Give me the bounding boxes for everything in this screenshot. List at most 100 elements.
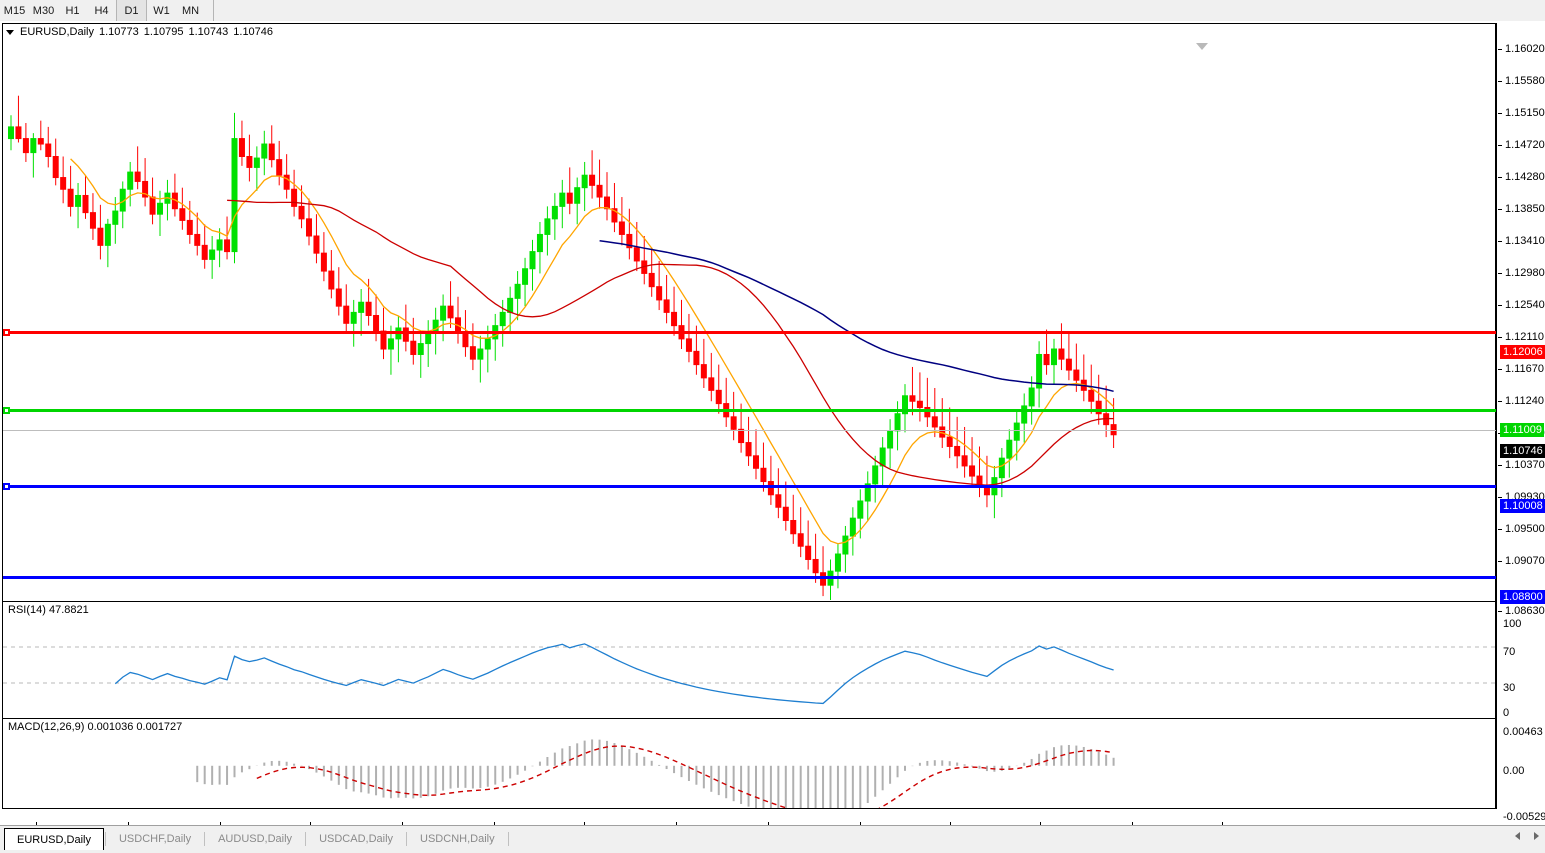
date-axis-tick bbox=[768, 822, 769, 827]
chart-tab-bar: EURUSD,Daily USDCHF,Daily AUDUSD,Daily USDC… bbox=[0, 825, 1545, 853]
candlestick-plot bbox=[8, 95, 1117, 600]
tab-scroll-arrows[interactable] bbox=[1515, 832, 1539, 840]
tab-divider bbox=[507, 832, 509, 846]
price-axis-label: 1.12980 bbox=[1505, 267, 1545, 279]
rsi-plot bbox=[3, 643, 1496, 705]
date-axis-tick bbox=[676, 822, 677, 827]
date-axis-tick bbox=[128, 822, 129, 827]
price-axis-label: 1.09500 bbox=[1505, 523, 1545, 535]
timeframe-toolbar: M15 M30 H1 H4 D1 W1 MN bbox=[0, 0, 1545, 22]
date-axis-tick bbox=[220, 822, 221, 827]
price-axis-label: 1.14280 bbox=[1505, 171, 1545, 183]
scroll-right-icon[interactable] bbox=[1534, 832, 1539, 840]
price-axis-label: 1.09070 bbox=[1505, 555, 1545, 567]
price-axis-tick bbox=[1498, 465, 1502, 466]
timeframe-button-m30[interactable]: M30 bbox=[32, 4, 55, 17]
level-line-resistance-green[interactable] bbox=[3, 407, 1496, 414]
macd-label: MACD(12,26,9) 0.001036 0.001727 bbox=[8, 721, 186, 733]
price-axis-tick bbox=[1498, 49, 1502, 50]
chart-tabs: EURUSD,Daily USDCHF,Daily AUDUSD,Daily USDC… bbox=[4, 828, 510, 850]
scroll-left-icon[interactable] bbox=[1515, 832, 1520, 840]
chevron-down-icon[interactable] bbox=[6, 29, 14, 35]
level-line-resistance-red[interactable] bbox=[3, 329, 1496, 336]
timeframe-button-mn[interactable]: MN bbox=[181, 4, 200, 17]
price-level-badge-support-blue-2[interactable]: 1.08800 bbox=[1500, 590, 1545, 604]
rsi-pane[interactable]: RSI(14) 47.8821 bbox=[3, 601, 1496, 718]
price-level-badge-resistance-red[interactable]: 1.12006 bbox=[1500, 345, 1545, 359]
chart-tab-eurusd[interactable]: EURUSD,Daily bbox=[4, 828, 104, 850]
indicator-axis-label: 0.00 bbox=[1503, 765, 1525, 777]
price-pane[interactable] bbox=[3, 24, 1496, 600]
price-axis-label: 1.15150 bbox=[1505, 107, 1545, 119]
price-axis-divider bbox=[1496, 23, 1497, 809]
price-level-badge-resistance-green[interactable]: 1.11009 bbox=[1500, 423, 1544, 437]
price-axis-tick bbox=[1498, 305, 1502, 306]
chart-tab-usdchf[interactable]: USDCHF,Daily bbox=[118, 833, 192, 845]
date-axis-tick bbox=[1222, 822, 1223, 827]
date-axis-tick bbox=[1040, 822, 1041, 827]
price-axis-tick bbox=[1498, 241, 1502, 242]
price-axis-tick bbox=[1498, 529, 1502, 530]
timeframe-button-m15[interactable]: M15 bbox=[3, 4, 26, 17]
date-axis-tick bbox=[36, 822, 37, 827]
chart-tab-usdcad[interactable]: USDCAD,Daily bbox=[319, 833, 394, 845]
date-axis-tick bbox=[402, 822, 403, 827]
tab-divider bbox=[204, 832, 206, 846]
date-axis-tick bbox=[950, 822, 951, 827]
date-axis-tick bbox=[860, 822, 861, 827]
price-axis-tick bbox=[1498, 337, 1502, 338]
price-level-badge-support-blue[interactable]: 1.10008 bbox=[1500, 499, 1545, 513]
price-axis-label: 1.10370 bbox=[1505, 459, 1545, 471]
price-axis-tick bbox=[1498, 177, 1502, 178]
price-axis-label: 1.13410 bbox=[1505, 235, 1545, 247]
price-level-badge-current-price[interactable]: 1.10746 bbox=[1500, 444, 1545, 458]
toolbar-divider bbox=[213, 0, 214, 21]
date-axis-tick bbox=[310, 822, 311, 827]
chart-shift-marker[interactable] bbox=[1196, 43, 1208, 50]
price-axis-label: 1.15580 bbox=[1505, 75, 1545, 87]
level-line-support-blue-2[interactable] bbox=[3, 576, 1496, 579]
price-axis-tick bbox=[1498, 145, 1502, 146]
timeframe-button-w1[interactable]: W1 bbox=[153, 4, 170, 17]
timeframe-button-d1[interactable]: D1 bbox=[116, 0, 147, 21]
price-axis-tick bbox=[1498, 497, 1502, 498]
tab-divider bbox=[406, 832, 408, 846]
rsi-label: RSI(14) 47.8821 bbox=[8, 604, 92, 616]
price-axis-label: 1.14720 bbox=[1505, 139, 1545, 151]
quote-open: 1.10773 bbox=[98, 26, 139, 38]
tab-divider bbox=[104, 832, 106, 846]
macd-pane[interactable]: MACD(12,26,9) 0.001036 0.001727 bbox=[3, 718, 1496, 809]
timeframe-button-h1[interactable]: H1 bbox=[65, 4, 80, 17]
date-axis-tick bbox=[1132, 822, 1133, 827]
price-axis-tick bbox=[1498, 561, 1502, 562]
chart-tab-usdcnh[interactable]: USDCNH,Daily bbox=[420, 833, 495, 845]
indicator-axis-label: -0.005299 bbox=[1503, 811, 1545, 823]
price-axis-tick bbox=[1498, 611, 1502, 612]
price-axis-label: 1.16020 bbox=[1505, 43, 1545, 55]
chart-window[interactable]: EURUSD,Daily 1.10773 1.10795 1.10743 1.1… bbox=[0, 21, 1545, 840]
indicator-axis-label: 100 bbox=[1503, 618, 1522, 630]
timeframe-button-h4[interactable]: H4 bbox=[94, 4, 109, 17]
level-line-current-price[interactable] bbox=[3, 430, 1496, 431]
level-handle[interactable] bbox=[3, 483, 10, 490]
price-axis-label: 1.08630 bbox=[1505, 605, 1545, 617]
level-handle[interactable] bbox=[3, 329, 10, 336]
date-axis-tick bbox=[584, 822, 585, 827]
price-axis-tick bbox=[1498, 209, 1502, 210]
chart-tab-audusd[interactable]: AUDUSD,Daily bbox=[218, 833, 293, 845]
price-axis-label: 1.13850 bbox=[1505, 203, 1545, 215]
level-handle[interactable] bbox=[3, 407, 10, 414]
price-axis[interactable]: 1.16020 1.15580 1.14720 1.15150 1.14280 1.138… bbox=[1498, 21, 1545, 825]
chart-plot-border bbox=[2, 23, 1496, 809]
macd-plot bbox=[196, 739, 1115, 808]
quote-header: EURUSD,Daily 1.10773 1.10795 1.10743 1.1… bbox=[6, 26, 273, 38]
indicator-axis-label: 0 bbox=[1503, 707, 1510, 719]
price-axis-tick bbox=[1498, 401, 1502, 402]
indicator-axis-label: 70 bbox=[1503, 646, 1516, 658]
quote-high: 1.10795 bbox=[143, 26, 184, 38]
level-line-support-blue[interactable] bbox=[3, 483, 1496, 490]
price-axis-label: 1.12540 bbox=[1505, 299, 1545, 311]
price-axis-tick bbox=[1498, 273, 1502, 274]
date-axis-tick bbox=[494, 822, 495, 827]
price-axis-tick bbox=[1498, 113, 1502, 114]
